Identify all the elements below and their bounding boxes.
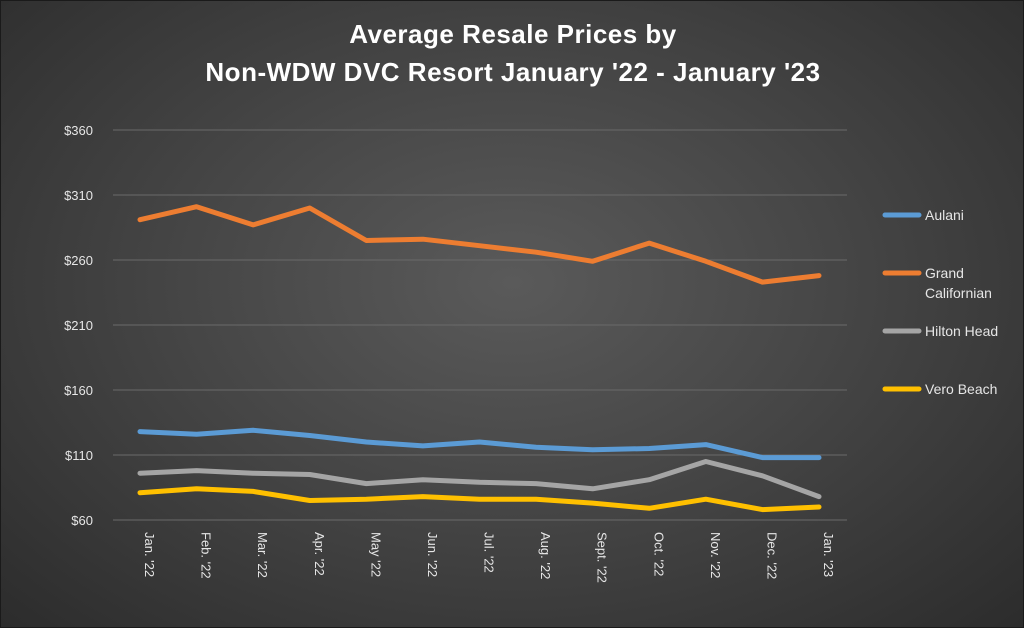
y-tick-label: $60: [71, 513, 93, 528]
x-tick-label: Feb. '22: [199, 532, 214, 579]
x-tick-label: Aug. '22: [538, 532, 553, 579]
legend-label: Grand: [925, 265, 964, 281]
legend-label: Californian: [925, 285, 992, 301]
legend-label: Hilton Head: [925, 323, 998, 339]
legend-label: Aulani: [925, 207, 964, 223]
y-tick-label: $360: [64, 123, 93, 138]
x-tick-label: Sept. '22: [595, 532, 610, 583]
x-tick-label: Jun. '22: [425, 532, 440, 577]
x-tick-label: Dec. '22: [764, 532, 779, 579]
legend-label: Vero Beach: [925, 381, 997, 397]
series-line-grand-californian: [140, 207, 819, 282]
y-tick-label: $310: [64, 188, 93, 203]
y-tick-label: $210: [64, 318, 93, 333]
x-tick-label: Nov. '22: [708, 532, 723, 578]
x-tick-label: Jan. '22: [142, 532, 157, 577]
x-tick-label: Jul. '22: [482, 532, 497, 573]
series-line-aulani: [140, 430, 819, 457]
x-tick-label: May '22: [368, 532, 383, 577]
y-tick-label: $160: [64, 383, 93, 398]
y-tick-label: $260: [64, 253, 93, 268]
x-tick-label: Mar. '22: [255, 532, 270, 578]
x-tick-label: Jan. '23: [821, 532, 836, 577]
y-tick-label: $110: [65, 448, 93, 463]
x-tick-label: Oct. '22: [651, 532, 666, 576]
x-tick-label: Apr. '22: [312, 532, 327, 576]
